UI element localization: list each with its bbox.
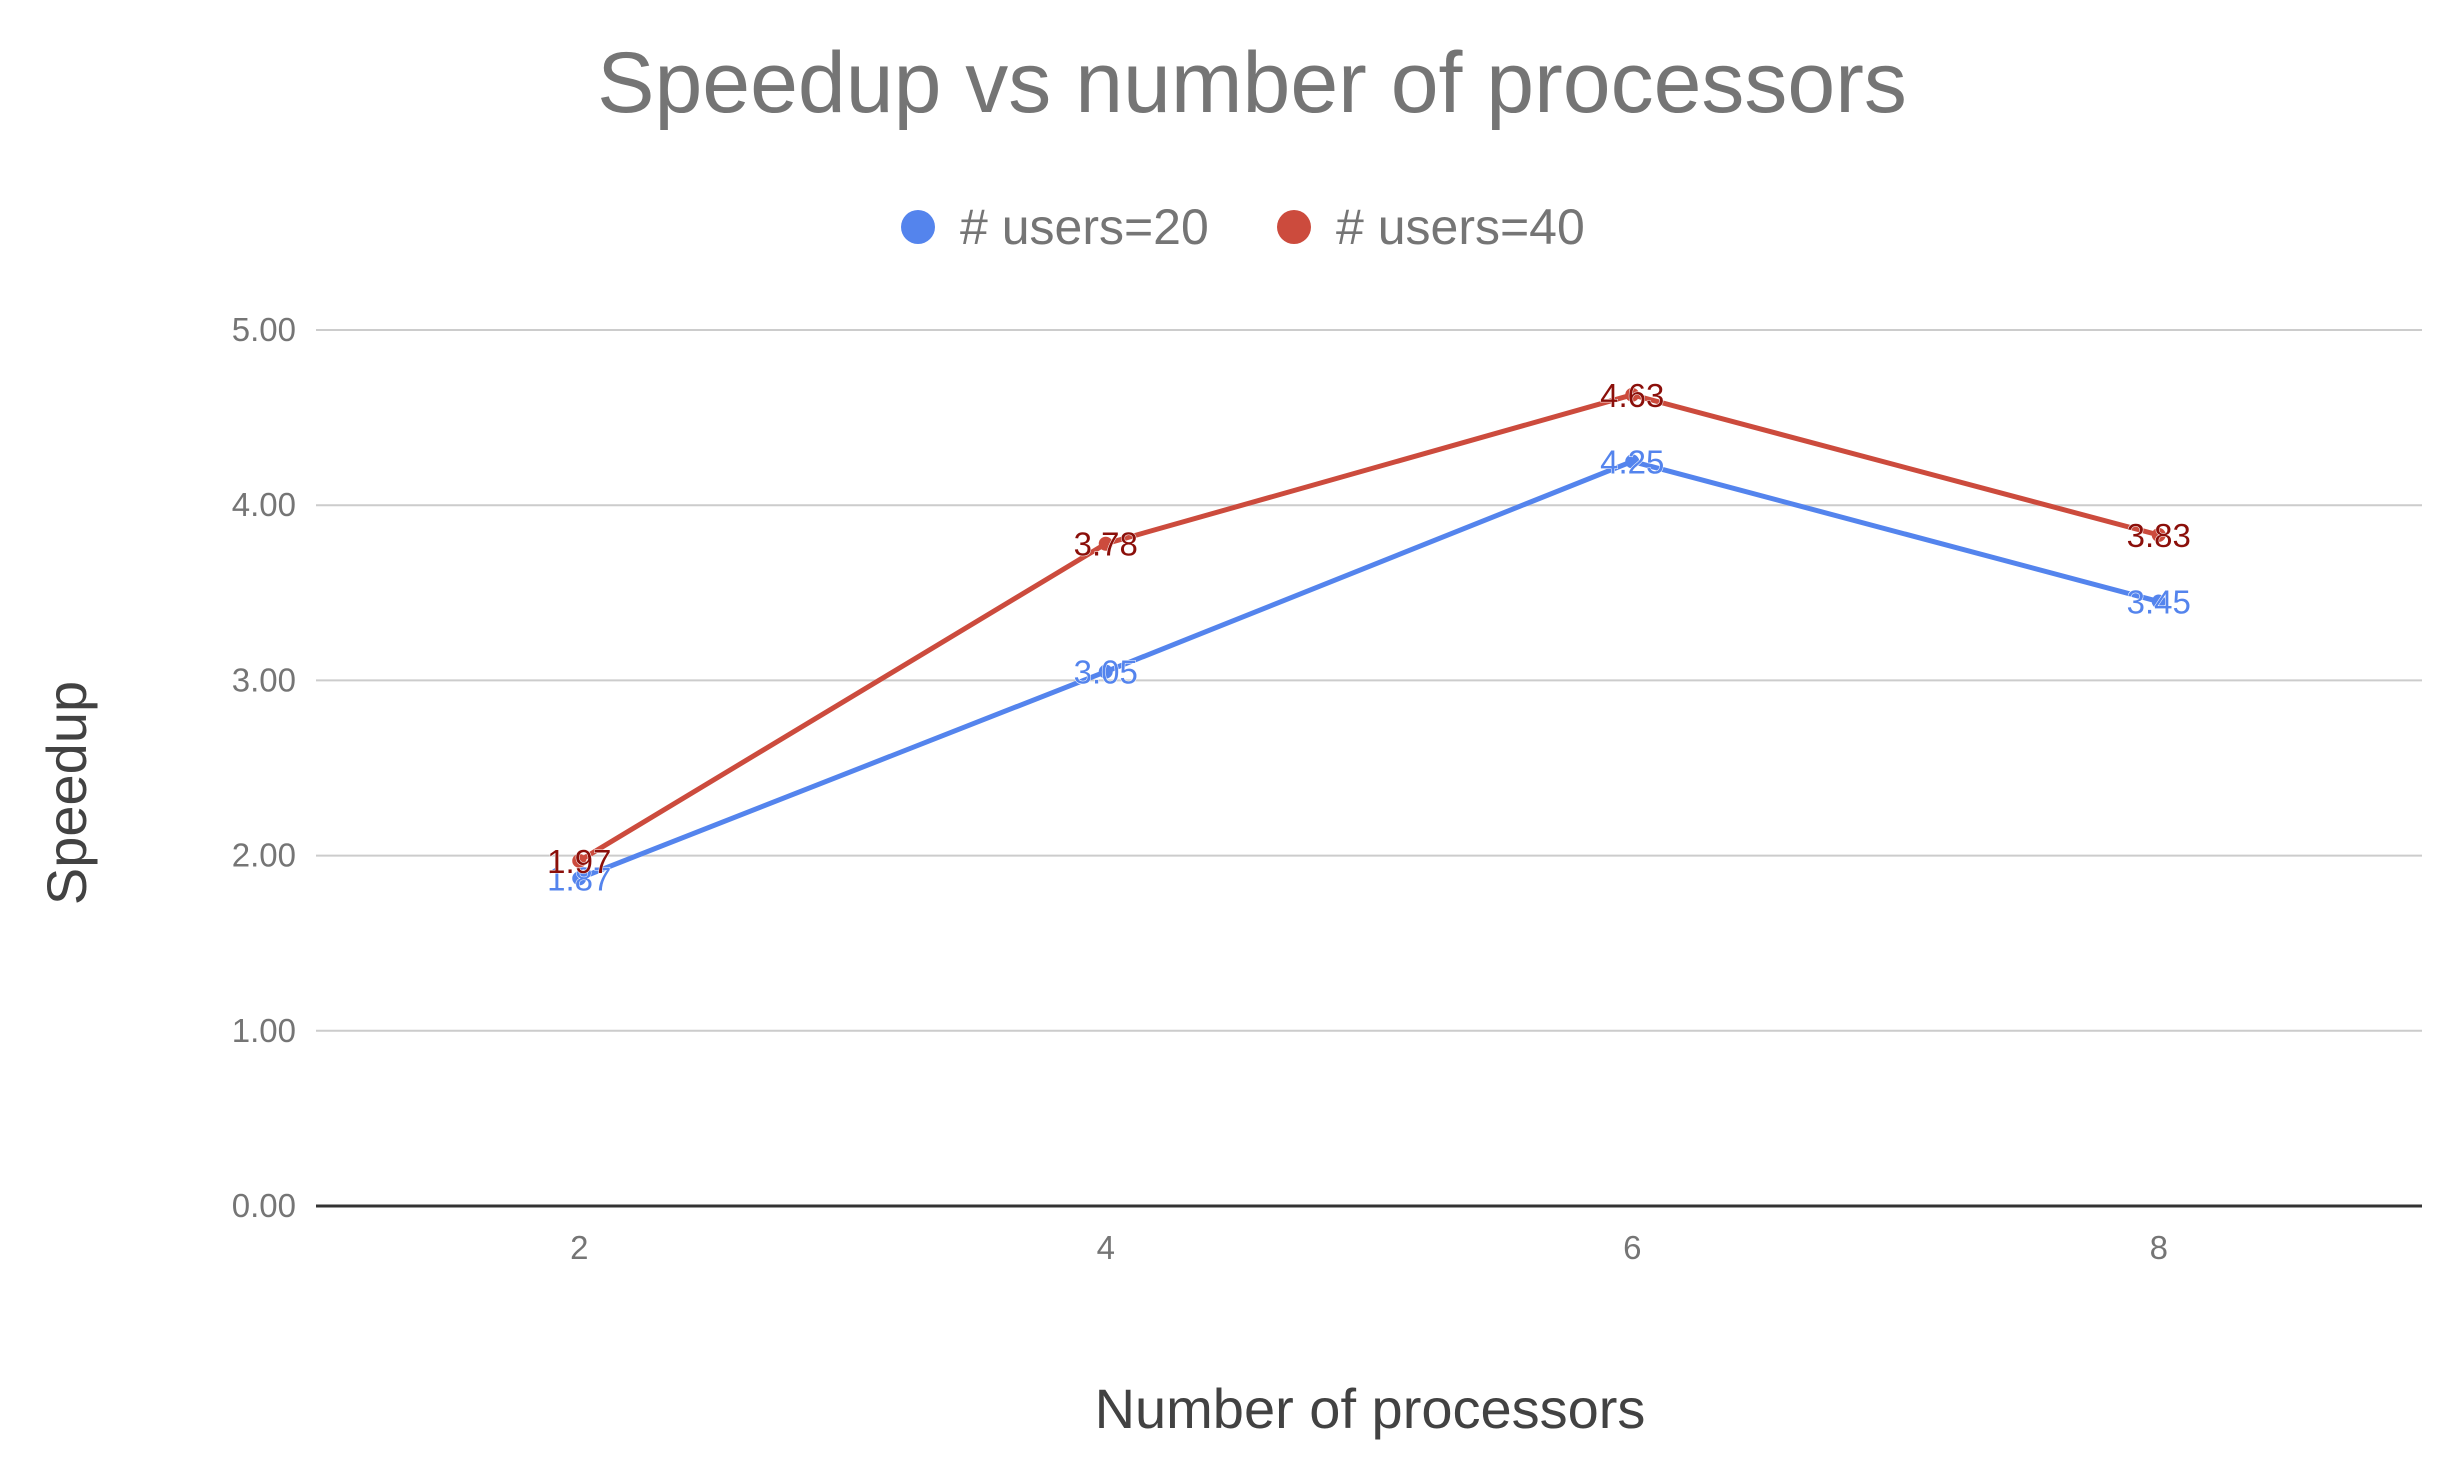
y-tick-label: 3.00 [232, 661, 296, 698]
legend-marker-1 [901, 210, 935, 244]
data-point [1625, 387, 1640, 402]
legend-label-2: # users=40 [1336, 199, 1585, 255]
gridlines [316, 329, 2422, 1208]
y-tick-label: 4.00 [232, 486, 296, 523]
data-labels: 1.87 3.05 4.25 3.45 1.97 3.78 4.63 3.83 [547, 376, 2192, 898]
data-point [1625, 454, 1640, 469]
series-lines [576, 392, 2162, 881]
series-line-2 [576, 392, 2162, 864]
data-point [572, 871, 587, 886]
data-label: 4.25 [1600, 443, 1664, 480]
data-label: 3.05 [1074, 654, 1138, 691]
chart-title: Speedup vs number of processors [597, 35, 1907, 131]
x-axis-title: Number of processors [1095, 1377, 1646, 1440]
data-points [572, 387, 2166, 886]
x-axis-ticks: 2 4 6 8 [570, 1229, 2168, 1266]
x-tick-label: 8 [2150, 1229, 2168, 1266]
data-label: 3.83 [2127, 517, 2191, 554]
data-label: 1.87 [547, 860, 611, 897]
y-axis-ticks: 0.00 1.00 2.00 3.00 4.00 5.00 [232, 311, 296, 1224]
data-label: 3.45 [2127, 584, 2191, 621]
y-axis-title: Speedup [35, 681, 98, 905]
x-tick-label: 6 [1623, 1229, 1641, 1266]
x-tick-label: 2 [570, 1229, 588, 1266]
y-tick-label: 2.00 [232, 837, 296, 874]
legend-marker-2 [1277, 210, 1311, 244]
data-label: 3.78 [1074, 526, 1138, 563]
y-tick-label: 0.00 [232, 1187, 296, 1224]
y-tick-label: 5.00 [232, 311, 296, 348]
x-tick-label: 4 [1097, 1229, 1115, 1266]
data-label: 4.63 [1600, 377, 1664, 414]
data-point [572, 853, 587, 868]
data-label: 1.97 [547, 843, 611, 880]
legend: # users=20 # users=40 [901, 199, 1585, 255]
series-line-1 [576, 458, 2162, 881]
legend-label-1: # users=20 [960, 199, 1209, 255]
y-tick-label: 1.00 [232, 1012, 296, 1049]
data-point [1098, 664, 1113, 679]
data-point [2151, 594, 2166, 609]
data-point [2151, 527, 2166, 542]
data-point [1098, 536, 1113, 551]
